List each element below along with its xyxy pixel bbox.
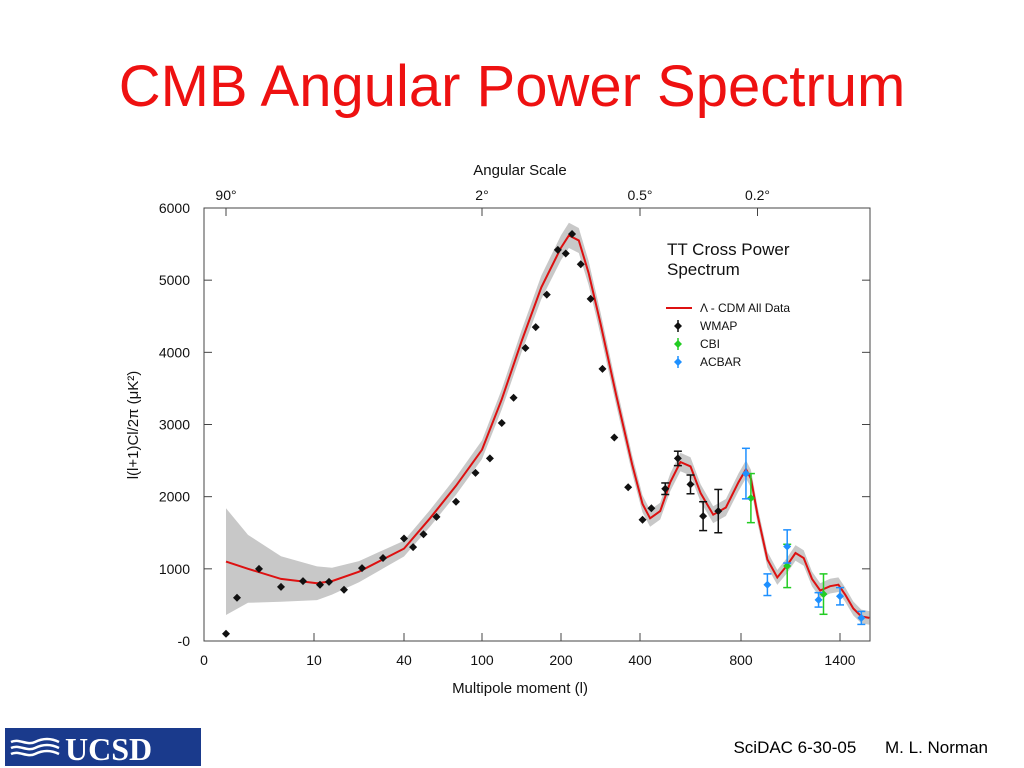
acbar-point bbox=[857, 613, 866, 622]
legend-label: WMAP bbox=[700, 319, 737, 333]
wmap-point bbox=[647, 504, 656, 513]
wmap-point bbox=[299, 577, 307, 586]
wmap-point bbox=[485, 454, 494, 463]
wmap-point bbox=[316, 580, 324, 589]
wmap-point bbox=[400, 534, 408, 543]
y-tick-label: 1000 bbox=[159, 561, 190, 577]
cosmic-variance-band bbox=[226, 222, 870, 625]
x-tick-label: 10 bbox=[306, 652, 322, 668]
wmap-point bbox=[497, 419, 506, 428]
cmb-power-spectrum-chart: -0 1000 2000 3000 4000 5000 6000 0 10 40 100 200 400… bbox=[125, 162, 871, 697]
x-tick-label: 100 bbox=[470, 652, 494, 668]
y-axis-label: l(l+1)Cl/2π (μK²) bbox=[125, 371, 142, 480]
legend-swatch-point bbox=[674, 322, 682, 330]
top-tick-label: 90° bbox=[215, 187, 236, 203]
x-axis-label: Multipole moment (l) bbox=[452, 680, 588, 697]
wmap-point bbox=[586, 294, 595, 303]
top-tick-label: 0.5° bbox=[627, 187, 652, 203]
wmap-point bbox=[340, 585, 348, 594]
wmap-point bbox=[233, 593, 241, 602]
wmap-point bbox=[686, 480, 695, 489]
wmap-point bbox=[553, 245, 562, 254]
wmap-point bbox=[379, 554, 387, 563]
x-tick-label: 1400 bbox=[824, 652, 855, 668]
logo-text: UCSD bbox=[65, 731, 152, 766]
wmap-point bbox=[222, 629, 230, 638]
legend-title: Spectrum bbox=[667, 260, 740, 279]
y-tick-label: 4000 bbox=[159, 344, 190, 360]
wmap-point bbox=[325, 577, 333, 586]
y-tick-label: 5000 bbox=[159, 272, 190, 288]
wmap-point bbox=[419, 530, 428, 539]
cbi-point bbox=[746, 494, 755, 503]
footer-event: SciDAC 6-30-05 bbox=[733, 738, 857, 757]
wmap-point bbox=[452, 497, 460, 506]
legend-label: Λ - CDM All Data bbox=[700, 301, 790, 315]
acbar-point bbox=[741, 469, 750, 478]
wmap-point bbox=[576, 260, 585, 269]
wmap-point bbox=[521, 344, 530, 353]
wmap-point bbox=[358, 564, 366, 573]
legend-swatch-point bbox=[674, 358, 682, 366]
wmap-point bbox=[432, 512, 441, 521]
legend-label: CBI bbox=[700, 337, 720, 351]
wmap-point bbox=[277, 582, 285, 591]
wmap-point bbox=[699, 512, 708, 521]
lcdm-model-line bbox=[225, 234, 870, 619]
wmap-point bbox=[714, 507, 723, 516]
x-tick-label: 200 bbox=[549, 652, 573, 668]
x-tick-label: 800 bbox=[729, 652, 753, 668]
wmap-point bbox=[561, 249, 570, 258]
ucsd-logo: UCSD bbox=[5, 728, 201, 766]
acbar-point bbox=[763, 580, 772, 589]
x-tick-label: 400 bbox=[628, 652, 652, 668]
acbar-point bbox=[783, 542, 792, 551]
legend-label: ACBAR bbox=[700, 355, 742, 369]
footer: SciDAC 6-30-05 M. L. Norman bbox=[709, 738, 988, 758]
acbar-point bbox=[836, 592, 844, 601]
top-tick-label: 0.2° bbox=[745, 187, 770, 203]
x-tick-label: 0 bbox=[200, 652, 208, 668]
wmap-point bbox=[568, 229, 577, 238]
y-tick-label: 3000 bbox=[159, 417, 190, 433]
x-tick-label: 40 bbox=[396, 652, 412, 668]
data-points-layer bbox=[222, 229, 866, 638]
y-tick-label: -0 bbox=[178, 633, 191, 649]
slide-title: CMB Angular Power Spectrum bbox=[118, 54, 906, 119]
y-tick-label: 6000 bbox=[159, 200, 190, 216]
model-line-layer bbox=[225, 234, 870, 619]
acbar-point bbox=[814, 595, 823, 604]
wmap-point bbox=[542, 290, 551, 299]
wmap-point bbox=[409, 543, 418, 552]
y-tick-label: 2000 bbox=[159, 489, 190, 505]
wmap-point bbox=[661, 484, 670, 493]
footer-author: M. L. Norman bbox=[885, 738, 988, 757]
legend-title: TT Cross Power bbox=[667, 240, 790, 259]
wmap-point bbox=[624, 483, 633, 492]
wmap-point bbox=[638, 515, 647, 524]
wmap-point bbox=[610, 433, 619, 442]
logo-wave-icon bbox=[10, 737, 60, 757]
wmap-point bbox=[598, 364, 607, 373]
wmap-point bbox=[255, 564, 263, 573]
wmap-point bbox=[531, 323, 540, 332]
legend-swatch-point bbox=[674, 340, 682, 348]
wmap-point bbox=[509, 393, 518, 402]
cbi-point bbox=[783, 561, 792, 570]
axes-layer: -0 1000 2000 3000 4000 5000 6000 0 10 40 100 200 400… bbox=[125, 162, 870, 697]
wmap-point bbox=[673, 454, 682, 463]
top-axis-title: Angular Scale bbox=[473, 162, 566, 179]
wmap-point bbox=[471, 468, 480, 477]
top-tick-label: 2° bbox=[475, 187, 488, 203]
